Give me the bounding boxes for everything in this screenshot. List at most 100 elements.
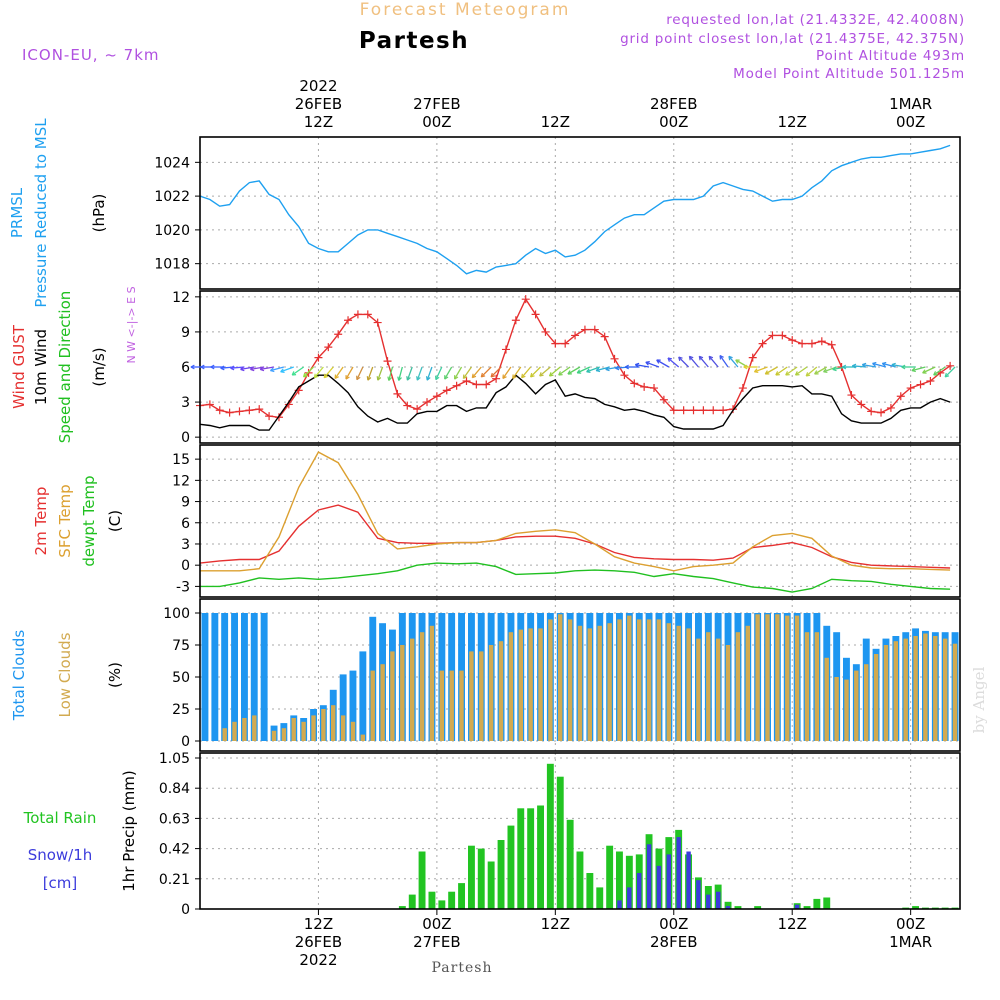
temperature-series-dewpt-temp (200, 562, 951, 593)
wind-barb-head (356, 375, 361, 381)
clouds-bar-low-clouds (834, 677, 839, 741)
clouds-bar-low-clouds (232, 721, 237, 741)
clouds-ytick-label: 0 (181, 734, 190, 750)
precipitation-ylabel: Total Rain (23, 809, 97, 827)
clouds-bar-low-clouds (627, 615, 632, 741)
precipitation-bar-total-rain (537, 805, 544, 909)
model-point-altitude: Model Point Altitude 501.125m (733, 66, 965, 82)
pressure-frame (199, 136, 961, 290)
precipitation-bar-total-rain (625, 855, 633, 909)
wind-barb-head (345, 375, 350, 380)
clouds-bar-low-clouds (528, 628, 533, 741)
wind-barb (656, 359, 670, 368)
precipitation-bar-snow-1h (686, 851, 691, 909)
wind-barb-head (775, 371, 780, 376)
bottom-time-label: 00Z (896, 915, 925, 933)
gust-marker (620, 371, 629, 380)
clouds-bar-low-clouds (864, 664, 869, 741)
wind-ytick-label: 0 (181, 430, 190, 446)
wind-barb (911, 366, 926, 372)
wind-barb (814, 366, 828, 375)
clouds-bar-low-clouds (666, 623, 671, 741)
wind-barb-head (805, 372, 811, 377)
pressure-ylabel: (hPa) (90, 194, 108, 233)
gust-marker (442, 386, 451, 395)
gust-marker (748, 353, 757, 362)
wind-barb (795, 366, 808, 376)
pressure-ylabel: PRMSL (8, 187, 26, 238)
pressure-ytick-label: 1018 (154, 257, 190, 273)
precipitation-panel: 0 0.21 0.42 0.63 0.84 1.05 Total Rain Snow/1h [c… (23, 751, 961, 918)
gust-marker (896, 392, 905, 401)
clouds-bar-low-clouds (607, 623, 612, 741)
clouds-ytick-label: 25 (172, 702, 190, 718)
wind-ylabel: Speed and Direction (56, 291, 74, 444)
wind-barb-head (698, 355, 704, 361)
clouds-bar-low-clouds (686, 628, 691, 741)
precipitation-bar-total-rain (596, 887, 604, 909)
wind-barb-head (259, 366, 265, 372)
top-time-label: 28FEB (650, 95, 697, 113)
wind-ytick-label: 12 (172, 290, 190, 306)
precipitation-bar-snow-1h (627, 887, 632, 909)
wind-barb-head (387, 376, 393, 381)
clouds-bar-low-clouds (301, 721, 306, 741)
temperature-ytick-label: 6 (181, 516, 190, 532)
precipitation-bar-snow-1h (725, 906, 731, 909)
pressure-ytick-label: 1020 (154, 223, 190, 239)
precipitation-bar-snow-1h (666, 854, 671, 909)
wind-barb (549, 366, 561, 377)
wind-barb-head (548, 372, 554, 377)
gust-marker (857, 400, 866, 409)
gust-marker (689, 406, 698, 415)
wind-barb-head (210, 364, 215, 370)
clouds-bar-low-clouds (449, 670, 454, 741)
gust-marker (314, 353, 323, 362)
wind-barb-head (842, 364, 847, 370)
wind-barb-head (250, 366, 255, 372)
wind-barb-head (944, 372, 950, 378)
gust-marker (413, 405, 422, 414)
bottom-time-label: 27FEB (413, 933, 460, 951)
gust-marker (768, 331, 777, 340)
wind-barb (313, 366, 324, 379)
precipitation-bar-total-rain (468, 845, 475, 909)
gust-marker (265, 412, 274, 421)
precipitation-ylabel: Snow/1h (28, 846, 93, 864)
wind-barb-head (416, 376, 421, 381)
wind-barb-head (539, 372, 544, 377)
precipitation-bar-snow-1h (646, 844, 652, 909)
wind-barb (260, 366, 275, 371)
bottom-time-label: 00Z (422, 915, 451, 933)
clouds-panel: 0 25 50 75 100 Total Clouds Low Clouds (%) (10, 598, 961, 752)
wind-barb-head (435, 375, 440, 381)
precipitation-bar-snow-1h (706, 894, 711, 909)
wind-barb-head (454, 375, 459, 380)
gust-marker (699, 406, 708, 415)
precipitation-bar-total-rain (754, 906, 762, 909)
wind-barb (539, 366, 551, 377)
temperature-ytick-label: 9 (181, 495, 190, 511)
clouds-bar-low-clouds (419, 632, 425, 741)
pressure-plot-background (200, 137, 960, 289)
precipitation-bar-total-rain (813, 898, 821, 909)
precipitation-bar-total-rain (428, 891, 436, 909)
wind-barb-head (615, 365, 620, 371)
precipitation-bar-total-rain (458, 883, 465, 909)
wind-barb-head (872, 361, 877, 367)
gust-marker (551, 339, 560, 348)
wind-barb-head (530, 372, 535, 378)
wind-barb (480, 366, 492, 378)
clouds-bar-low-clouds (331, 705, 336, 741)
gust-marker (728, 405, 737, 414)
wind-barb-head (366, 376, 372, 381)
gust-marker (788, 336, 797, 345)
gust-marker (590, 325, 599, 334)
clouds-bar-low-clouds (873, 654, 879, 741)
clouds-bar-low-clouds (518, 629, 523, 741)
wind-barb (805, 366, 818, 377)
wind-panel: 0 3 6 9 12 Wind GUST 10m Wind Speed and Directi… (10, 286, 961, 446)
wind-barb-head (624, 364, 629, 370)
gust-marker (393, 389, 402, 398)
